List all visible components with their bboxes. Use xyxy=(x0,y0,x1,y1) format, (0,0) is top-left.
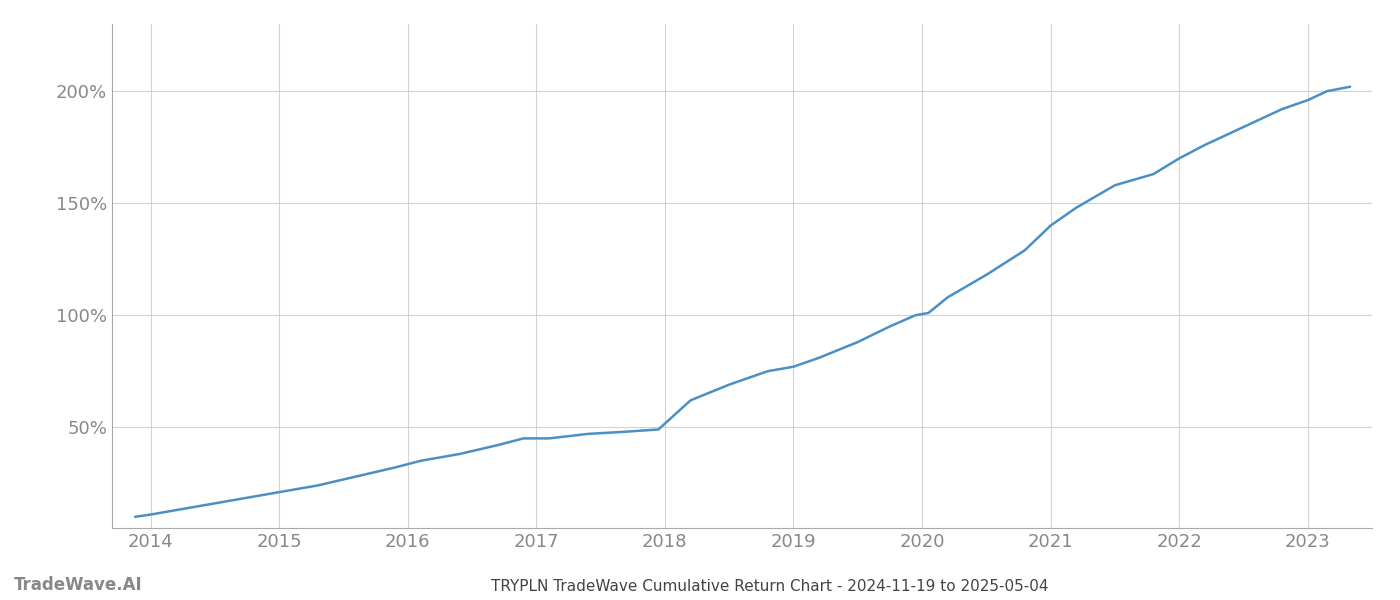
Text: TradeWave.AI: TradeWave.AI xyxy=(14,576,143,594)
Text: TRYPLN TradeWave Cumulative Return Chart - 2024-11-19 to 2025-05-04: TRYPLN TradeWave Cumulative Return Chart… xyxy=(491,579,1049,594)
